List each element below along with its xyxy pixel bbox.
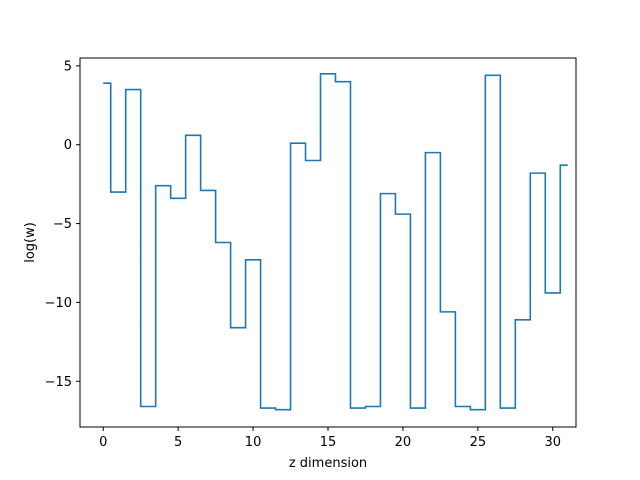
axes-frame [79,57,577,428]
x-tick-label: 0 [99,435,107,450]
x-tick-label: 20 [395,435,412,450]
y-axis-label: log(w) [23,222,38,263]
y-tick-label: −10 [45,296,72,311]
x-tick-label: 30 [545,435,562,450]
series-layer [103,72,568,411]
x-tick-label: 10 [245,435,262,450]
x-axis-label: z dimension [289,456,367,471]
x-tick-label: 5 [174,435,182,450]
y-tick-label: 5 [64,59,72,74]
x-tick-label: 25 [470,435,487,450]
y-tick-label: −5 [53,217,72,232]
y-tick-label: −15 [45,375,72,390]
y-tick-label: 0 [64,138,72,153]
y-axis-ticks: 5 0 −5 −10 −15 [45,59,80,390]
x-tick-label: 15 [320,435,337,450]
x-axis-ticks: 0 5 10 15 20 25 30 [99,427,561,450]
series-line [103,72,568,411]
